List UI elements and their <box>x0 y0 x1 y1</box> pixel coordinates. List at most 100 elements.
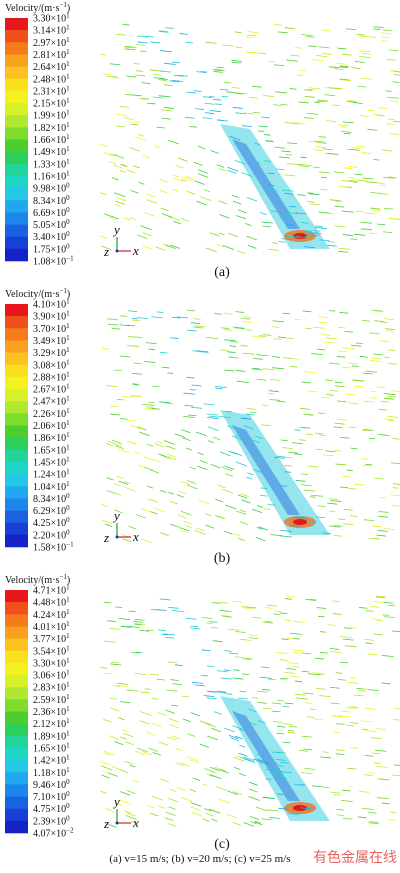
vector <box>286 212 299 215</box>
vector <box>246 235 257 241</box>
axis-label-z: z <box>103 816 109 831</box>
vector <box>370 397 378 399</box>
vector <box>348 627 357 629</box>
vector <box>359 607 368 609</box>
vector <box>335 200 342 202</box>
vector <box>152 458 161 463</box>
vector <box>173 220 182 225</box>
vector <box>335 672 343 674</box>
colorbar-band <box>5 534 28 548</box>
vector <box>115 802 123 806</box>
vector <box>202 117 212 119</box>
vector <box>110 663 122 666</box>
mantissa: 4.25×10 <box>33 518 66 529</box>
vector <box>100 760 111 766</box>
vector <box>183 415 195 418</box>
vector <box>140 691 151 694</box>
colorbar-band <box>5 90 28 104</box>
vector <box>237 494 248 499</box>
vector <box>208 426 219 432</box>
vector <box>384 616 395 619</box>
vector <box>110 215 120 220</box>
vector <box>168 216 180 221</box>
vector <box>136 514 146 519</box>
title-text: Velocity/(m·s <box>5 3 60 14</box>
exponent: 1 <box>66 358 70 366</box>
vector <box>133 623 145 626</box>
vector <box>309 496 316 498</box>
vector <box>325 337 338 340</box>
exponent: 1 <box>66 620 70 628</box>
exponent: 0 <box>66 492 70 500</box>
vector <box>392 70 400 73</box>
vector <box>274 64 285 67</box>
vector <box>217 484 226 489</box>
vector <box>327 502 338 505</box>
mantissa: 2.12×10 <box>33 719 66 730</box>
vector <box>336 723 345 725</box>
vector <box>341 710 351 713</box>
vector <box>369 821 379 823</box>
legend-label: 2.12×101 <box>33 717 70 730</box>
vector <box>378 433 390 436</box>
legend-label: 2.39×100 <box>33 814 70 827</box>
colorbar-band <box>5 316 28 329</box>
vector <box>329 362 341 365</box>
vector <box>362 372 373 375</box>
vector <box>378 511 389 513</box>
vector <box>294 783 304 786</box>
vector <box>303 413 312 416</box>
vector <box>316 607 327 609</box>
vector <box>347 148 360 151</box>
vector <box>137 317 149 319</box>
vector <box>313 149 323 152</box>
vector <box>258 526 268 531</box>
vector <box>359 790 370 793</box>
vector <box>175 762 185 767</box>
colorbar-band <box>5 425 28 438</box>
vector <box>381 682 391 685</box>
vector <box>360 221 373 224</box>
colorbar-band <box>5 376 28 390</box>
vector <box>274 773 283 776</box>
legend-label: 3.08×101 <box>33 358 70 371</box>
vector <box>100 667 108 669</box>
vector <box>381 149 393 152</box>
exponent: 0 <box>66 790 70 798</box>
vector <box>103 672 113 675</box>
vector <box>298 165 310 168</box>
vector <box>253 358 263 360</box>
vector <box>145 407 152 410</box>
vector <box>337 400 347 403</box>
vector <box>215 387 223 390</box>
vector <box>341 210 354 213</box>
vector <box>277 725 286 728</box>
colorbar-band <box>5 175 28 189</box>
vector <box>358 50 371 53</box>
vector <box>241 673 250 676</box>
vector <box>221 488 234 494</box>
colorbar-band <box>5 212 28 225</box>
legend-label: 1.86×101 <box>33 431 70 444</box>
vector <box>211 727 221 733</box>
vector <box>183 392 196 395</box>
vector <box>314 657 325 660</box>
vector <box>205 247 217 253</box>
vector <box>108 772 118 777</box>
vector <box>319 239 330 242</box>
vector <box>347 100 357 103</box>
vector <box>161 633 168 636</box>
vector <box>220 601 228 604</box>
mantissa: 2.59×10 <box>33 695 66 706</box>
mantissa: 1.24×10 <box>33 470 66 481</box>
vector <box>275 91 288 94</box>
vector <box>288 451 299 454</box>
vector <box>299 750 308 752</box>
vector <box>349 515 358 517</box>
exponent: 1 <box>66 632 70 640</box>
mantissa: 4.48×10 <box>33 598 66 609</box>
axis-label-y: y <box>112 508 120 523</box>
vector <box>246 476 253 480</box>
vector <box>357 816 367 819</box>
vector <box>307 201 316 203</box>
